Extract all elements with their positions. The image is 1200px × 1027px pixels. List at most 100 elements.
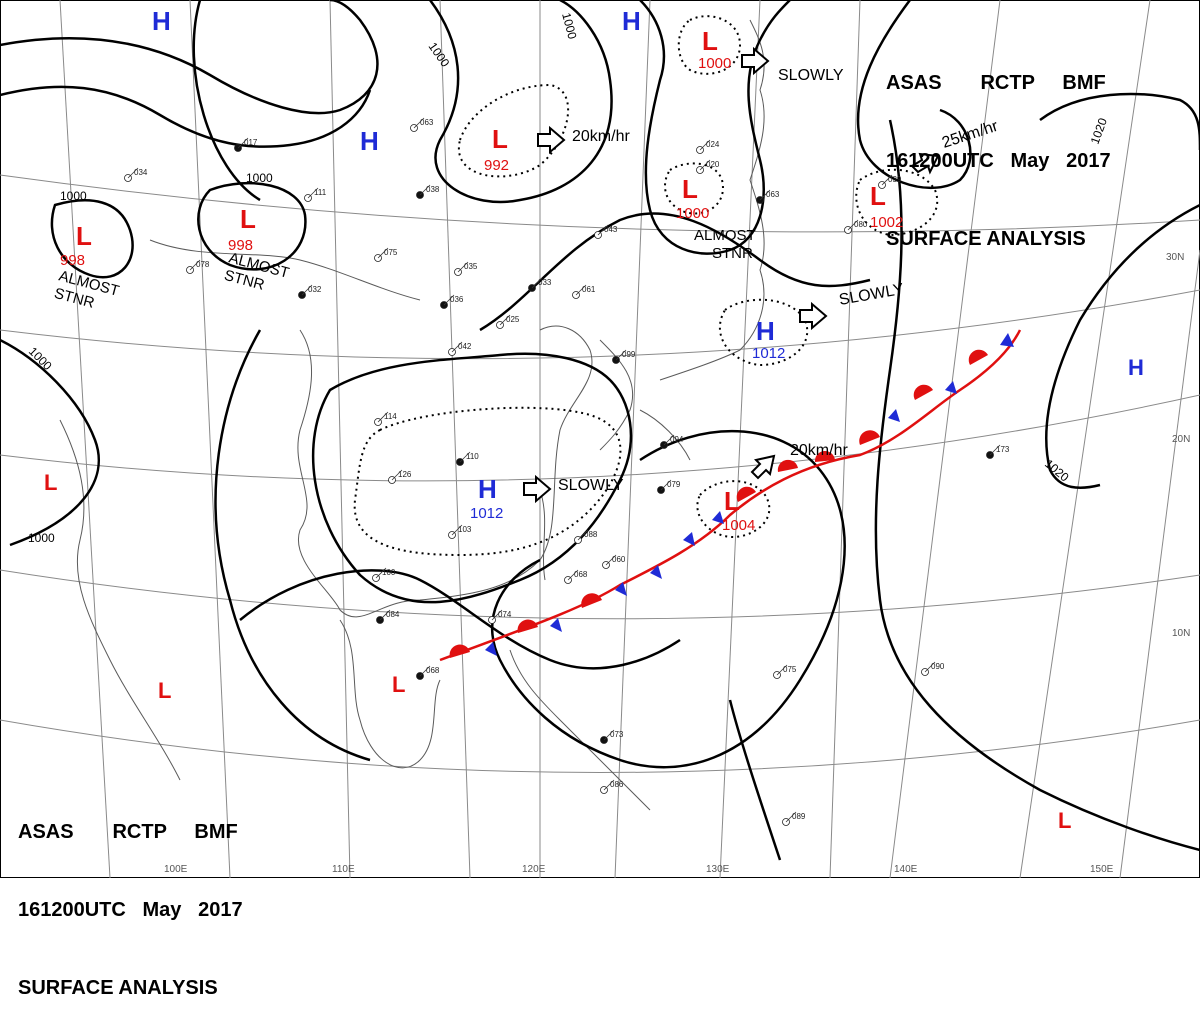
pressure-systems: H H H H H H L L L L L L L L L L L <box>44 6 1144 833</box>
isobar-ts-low <box>490 429 846 769</box>
isobar-south <box>728 699 782 861</box>
almost-stnr-label: ALMOST STNR <box>694 227 760 262</box>
isobar-value: 1000 <box>246 171 273 185</box>
surface-analysis-map: H H H H H H L L L L L L L L L L L 998 99… <box>0 0 1200 878</box>
wind-barb <box>499 314 511 326</box>
header-title: SURFACE ANALYSIS <box>18 977 218 999</box>
station-pressure: 110 <box>466 452 479 461</box>
header-title: SURFACE ANALYSIS <box>886 228 1086 250</box>
india-coast <box>59 419 181 781</box>
high-symbol: H <box>622 6 641 36</box>
wind-barb <box>699 139 711 151</box>
isobar-low-998-west <box>50 199 134 279</box>
header-code: RCTP <box>112 821 167 843</box>
station-pressure: 078 <box>196 260 210 269</box>
station-plots: 017 034 078 032 111 063 038 075 035 036 025 042 033 0… <box>124 117 1010 826</box>
low-pressure-value: 998 <box>228 237 253 254</box>
high-symbol: H <box>1128 355 1144 380</box>
wind-barb <box>301 284 313 296</box>
lon-line-9 <box>889 0 1001 878</box>
cold-marker <box>485 642 497 656</box>
cold-marker <box>650 565 662 579</box>
wind-barb <box>881 174 893 186</box>
arrow-1012-china <box>523 474 552 504</box>
wind-barb <box>531 277 543 289</box>
high-symbol: H <box>756 316 775 346</box>
lat-line-40n <box>0 174 1200 233</box>
station-pressure: 025 <box>506 315 520 324</box>
high-symbol: H <box>152 6 171 36</box>
low-symbol: L <box>392 672 405 697</box>
movement-speed: 20km/hr <box>790 442 848 459</box>
coastlines <box>59 19 765 811</box>
wind-barb <box>603 779 615 791</box>
arrow-1004 <box>750 454 776 480</box>
lat-label: 20N <box>1172 434 1190 445</box>
wind-barb <box>924 661 936 673</box>
station-pressure: 034 <box>134 168 148 177</box>
station-pressure: 060 <box>612 555 626 564</box>
station-pressure: 094 <box>670 435 684 444</box>
header-time: 161200UTC <box>18 899 126 921</box>
warm-marker <box>913 384 933 400</box>
station-pressure: 079 <box>667 480 681 489</box>
indochina-coast <box>339 619 441 769</box>
cold-marker <box>550 618 562 632</box>
kyushu-coast <box>639 409 691 461</box>
chart-header-bottom: ASAS RCTP BMF 161200UTC May 2017 SURFACE… <box>18 767 243 1027</box>
header-month: May <box>142 899 182 921</box>
almost-stationary-labels: ALMOST STNR ALMOST STNR ALMOST STNR <box>52 227 760 312</box>
warm-marker <box>814 450 835 462</box>
header-code: ASAS <box>18 821 74 843</box>
station-pressure: 042 <box>458 342 472 351</box>
isobar-low-998-central <box>197 181 307 271</box>
station-pressure: 100 <box>382 568 396 577</box>
station-pressure: 114 <box>384 412 397 421</box>
movement-speed: SLOWLY <box>558 477 624 494</box>
wind-barb <box>597 224 609 236</box>
low-pressure-value: 1004 <box>722 517 755 534</box>
wind-barb <box>379 609 391 621</box>
station-pressure: 036 <box>450 295 464 304</box>
china-coast <box>297 325 593 618</box>
isobar-1020-east <box>1039 92 1200 151</box>
station-pressure: 024 <box>706 140 720 149</box>
lon-label: 150E <box>1090 864 1114 875</box>
cold-marker <box>683 532 695 546</box>
station-pressure: 111 <box>314 188 327 197</box>
low-symbol: L <box>240 204 256 234</box>
wind-barb <box>413 117 425 129</box>
wind-barb <box>419 665 431 677</box>
lon-label: 140E <box>894 864 918 875</box>
station-pressure: 099 <box>622 350 636 359</box>
warm-front-markers <box>449 349 988 658</box>
wind-barb <box>776 664 788 676</box>
header-code: BMF <box>194 821 238 843</box>
isobar-value: 1000 <box>60 189 87 203</box>
lon-line-6 <box>614 0 651 878</box>
station-pressure: 074 <box>498 610 512 619</box>
map-frame <box>0 0 1200 878</box>
movement-arrows <box>523 46 940 504</box>
header-code: RCTP <box>980 72 1035 94</box>
lon-line-10 <box>1019 0 1151 878</box>
isobar-value: 1000 <box>28 531 55 545</box>
wind-barb <box>663 434 675 446</box>
low-symbol: L <box>702 26 718 56</box>
arrow-1000-north <box>741 46 770 76</box>
low-pressure-value: 1002 <box>870 214 903 231</box>
low-pressure-value: 1000 <box>698 55 731 72</box>
low-symbol: L <box>76 221 92 251</box>
station-pressure: 173 <box>996 445 1010 454</box>
isobar-value: 1000 <box>559 11 580 41</box>
low-symbol: L <box>724 486 740 516</box>
warm-marker <box>859 430 880 445</box>
station-pressure: 075 <box>384 248 398 257</box>
header-code: BMF <box>1062 72 1106 94</box>
station-pressure: 086 <box>610 780 624 789</box>
lat-line-20n <box>0 394 1200 482</box>
wind-barb <box>419 184 431 196</box>
dotted-1000-japan <box>664 162 724 215</box>
station-pressure: 032 <box>308 285 322 294</box>
wind-barb <box>307 187 319 199</box>
